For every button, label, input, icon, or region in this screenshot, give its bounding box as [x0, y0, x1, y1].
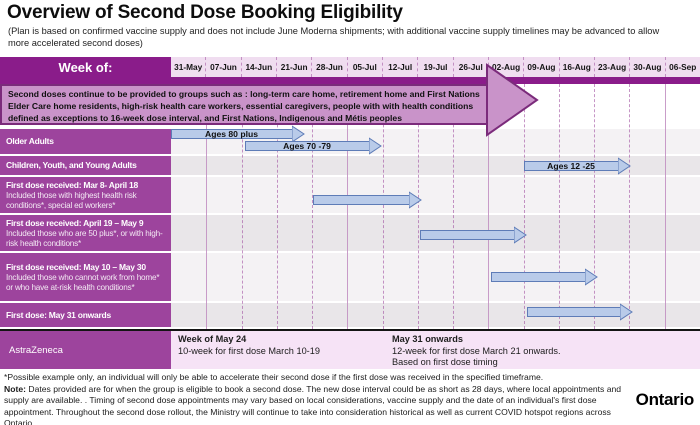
column-gridline: [488, 84, 489, 329]
arrow-head-icon: [620, 303, 633, 321]
astrazeneca-col1-text: 10-week for first dose March 10-19: [178, 345, 320, 356]
timeline-arrow-mar8-apr18-group: [313, 190, 422, 210]
arrow-head-icon: [514, 226, 527, 244]
timeline-arrow-apr19-may9-group: [420, 225, 527, 245]
row-label-first-dose-mar8-apr18: First dose received: Mar 8- April 18 Inc…: [0, 177, 171, 213]
arrow-head-icon: [618, 157, 631, 175]
week-columns-header: 31-May 07-Jun 14-Jun 21-Jun 28-Jun 05-Ju…: [171, 57, 700, 77]
astrazeneca-col2-text1: 12-week for first dose March 21 onwards.: [392, 345, 561, 356]
week-column-header: 28-Jun: [311, 57, 346, 77]
column-gridline: [277, 84, 278, 329]
column-gridline: [418, 84, 419, 329]
row-label-text: First dose: May 31 onwards: [6, 309, 111, 320]
page-title: Overview of Second Dose Booking Eligibil…: [7, 2, 403, 23]
astrazeneca-week-of-may-24: Week of May 24 10-week for first dose Ma…: [178, 334, 383, 357]
column-gridline: [524, 84, 525, 329]
arrow-head-icon: [409, 191, 422, 209]
row-track: [171, 253, 700, 301]
week-column-header: 21-Jun: [275, 57, 311, 77]
row-label-text: Older Adults: [6, 136, 54, 147]
priority-groups-banner: Second doses continue to be provided to …: [0, 84, 488, 125]
column-gridline: [453, 84, 454, 329]
arrow-body: [491, 272, 586, 282]
week-column-header: 05-Jul: [346, 57, 382, 77]
column-gridline: [383, 84, 384, 329]
page-subtitle: (Plan is based on confirmed vaccine supp…: [8, 26, 660, 48]
week-column-header: 23-Aug: [593, 57, 629, 77]
column-gridline: [559, 84, 560, 329]
header-divider-band: [0, 77, 700, 84]
week-column-header: 09-Aug: [523, 57, 558, 77]
column-gridline: [594, 84, 595, 329]
row-sublabel-text: Included those who cannot work from home…: [6, 272, 160, 292]
row-label-text: Children, Youth, and Young Adults: [6, 160, 137, 171]
row-sublabel-text: Included those who are 50 plus*, or with…: [6, 228, 163, 248]
column-gridline: [629, 84, 630, 329]
week-column-header: 19-Jul: [417, 57, 452, 77]
arrow-body: [313, 195, 410, 205]
ontario-wordmark: Ontario: [635, 390, 695, 409]
arrow-label: Ages 12 -25: [547, 161, 595, 171]
week-of-header: Week of:: [0, 57, 171, 77]
column-gridline: [665, 84, 666, 329]
week-column-header: 26-Jul: [452, 57, 488, 77]
week-column-header: 14-Jun: [240, 57, 276, 77]
arrow-label: Ages 70 -79: [283, 141, 331, 151]
footnotes: *Possible example only, an individual wi…: [4, 372, 626, 425]
column-gridline: [347, 84, 348, 329]
timeline-arrow-ages-12-25: Ages 12 -25: [524, 156, 631, 176]
arrow-head-icon: [369, 137, 382, 155]
astrazeneca-col2-text2: Based on first dose timing: [392, 357, 498, 367]
row-track: [171, 177, 700, 213]
timeline-arrow-may10-may30-group: [491, 267, 598, 287]
timeline-arrow-ages-80-plus: Ages 80 plus: [171, 124, 305, 144]
week-column-header: 31-May: [174, 62, 203, 72]
row-label-first-dose-may10-may30: First dose received: May 10 – May 30 Inc…: [0, 253, 171, 301]
week-column-header: 12-Jul: [381, 57, 417, 77]
arrow-label: Ages 80 plus: [204, 129, 258, 139]
row-label-older-adults: Older Adults: [0, 129, 171, 154]
row-label-text: First dose received: April 19 – May 9: [6, 217, 144, 228]
week-column-header: 30-Aug: [629, 57, 664, 77]
arrow-body: [420, 230, 515, 240]
week-column-header: 06-Sep: [664, 57, 700, 77]
row-sublabel-text: Included those with highest health risk …: [6, 190, 137, 210]
astrazeneca-col1-title: Week of May 24: [178, 334, 247, 344]
astrazeneca-row-label: AstraZeneca: [0, 331, 171, 369]
row-label-first-dose-apr19-may9: First dose received: April 19 – May 9 In…: [0, 215, 171, 251]
column-gridline: [242, 84, 243, 329]
astrazeneca-col2-title: May 31 onwards: [392, 334, 463, 344]
row-label-text: First dose received: May 10 – May 30: [6, 261, 146, 272]
timeline-arrow-ages-70-79: Ages 70 -79: [245, 136, 382, 156]
arrow-head-icon: [585, 268, 598, 286]
note-label: Note:: [4, 383, 26, 394]
week-column-header: 16-Aug: [558, 57, 594, 77]
row-label-first-dose-may31: First dose: May 31 onwards: [0, 303, 171, 327]
timeline-arrow-may31-onwards-group: [527, 302, 633, 322]
row-label-text: First dose received: Mar 8- April 18: [6, 179, 138, 190]
column-gridline: [206, 84, 207, 329]
column-gridline: [312, 84, 313, 329]
arrow-body: [527, 307, 621, 317]
note-text: Dates provided are for when the group is…: [4, 383, 622, 425]
footnote-note: Note: Dates provided are for when the gr…: [4, 384, 626, 425]
arrow-head-icon: [292, 125, 305, 143]
astrazeneca-row-track: [171, 331, 700, 369]
week-column-header: 07-Jun: [205, 57, 240, 77]
chart-bottom-divider: [0, 329, 700, 331]
row-label-children-youth: Children, Youth, and Young Adults: [0, 156, 171, 175]
astrazeneca-may-31-onwards: May 31 onwards 12-week for first dose Ma…: [392, 334, 652, 369]
banner-arrowhead-icon: [486, 63, 539, 137]
footnote-asterisk: *Possible example only, an individual wi…: [4, 372, 544, 382]
